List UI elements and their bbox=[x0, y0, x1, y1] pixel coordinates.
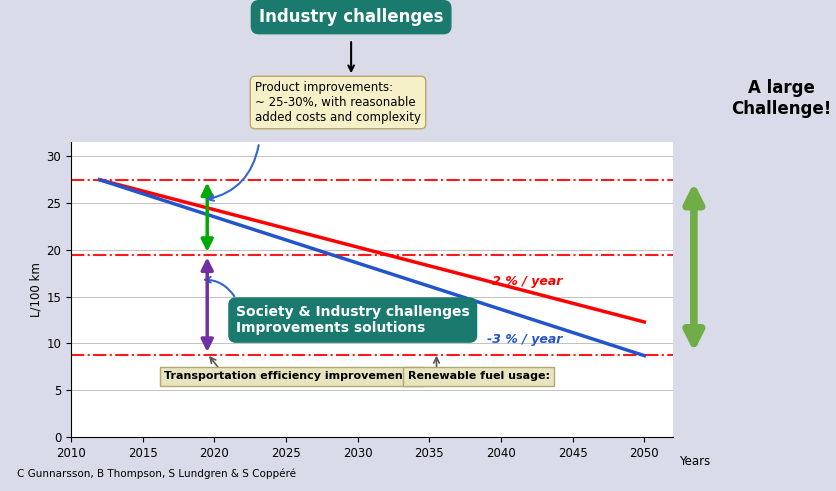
Text: Society & Industry challenges
Improvements solutions: Society & Industry challenges Improvemen… bbox=[236, 305, 470, 335]
Text: Years: Years bbox=[679, 455, 711, 467]
Text: -2 % / year: -2 % / year bbox=[487, 275, 562, 289]
Text: Transportation efficiency improvements:: Transportation efficiency improvements: bbox=[164, 371, 420, 381]
Text: -3 % / year: -3 % / year bbox=[487, 333, 562, 347]
Text: Renewable fuel usage:: Renewable fuel usage: bbox=[408, 371, 550, 381]
Text: A large
Challenge!: A large Challenge! bbox=[732, 79, 832, 118]
Text: C Gunnarsson, B Thompson, S Lundgren & S Coppéré: C Gunnarsson, B Thompson, S Lundgren & S… bbox=[17, 468, 296, 479]
Text: Product improvements:
~ 25-30%, with reasonable
added costs and complexity: Product improvements: ~ 25-30%, with rea… bbox=[255, 81, 421, 124]
Text: Industry challenges: Industry challenges bbox=[259, 8, 443, 26]
Y-axis label: L/100 km: L/100 km bbox=[29, 262, 43, 317]
